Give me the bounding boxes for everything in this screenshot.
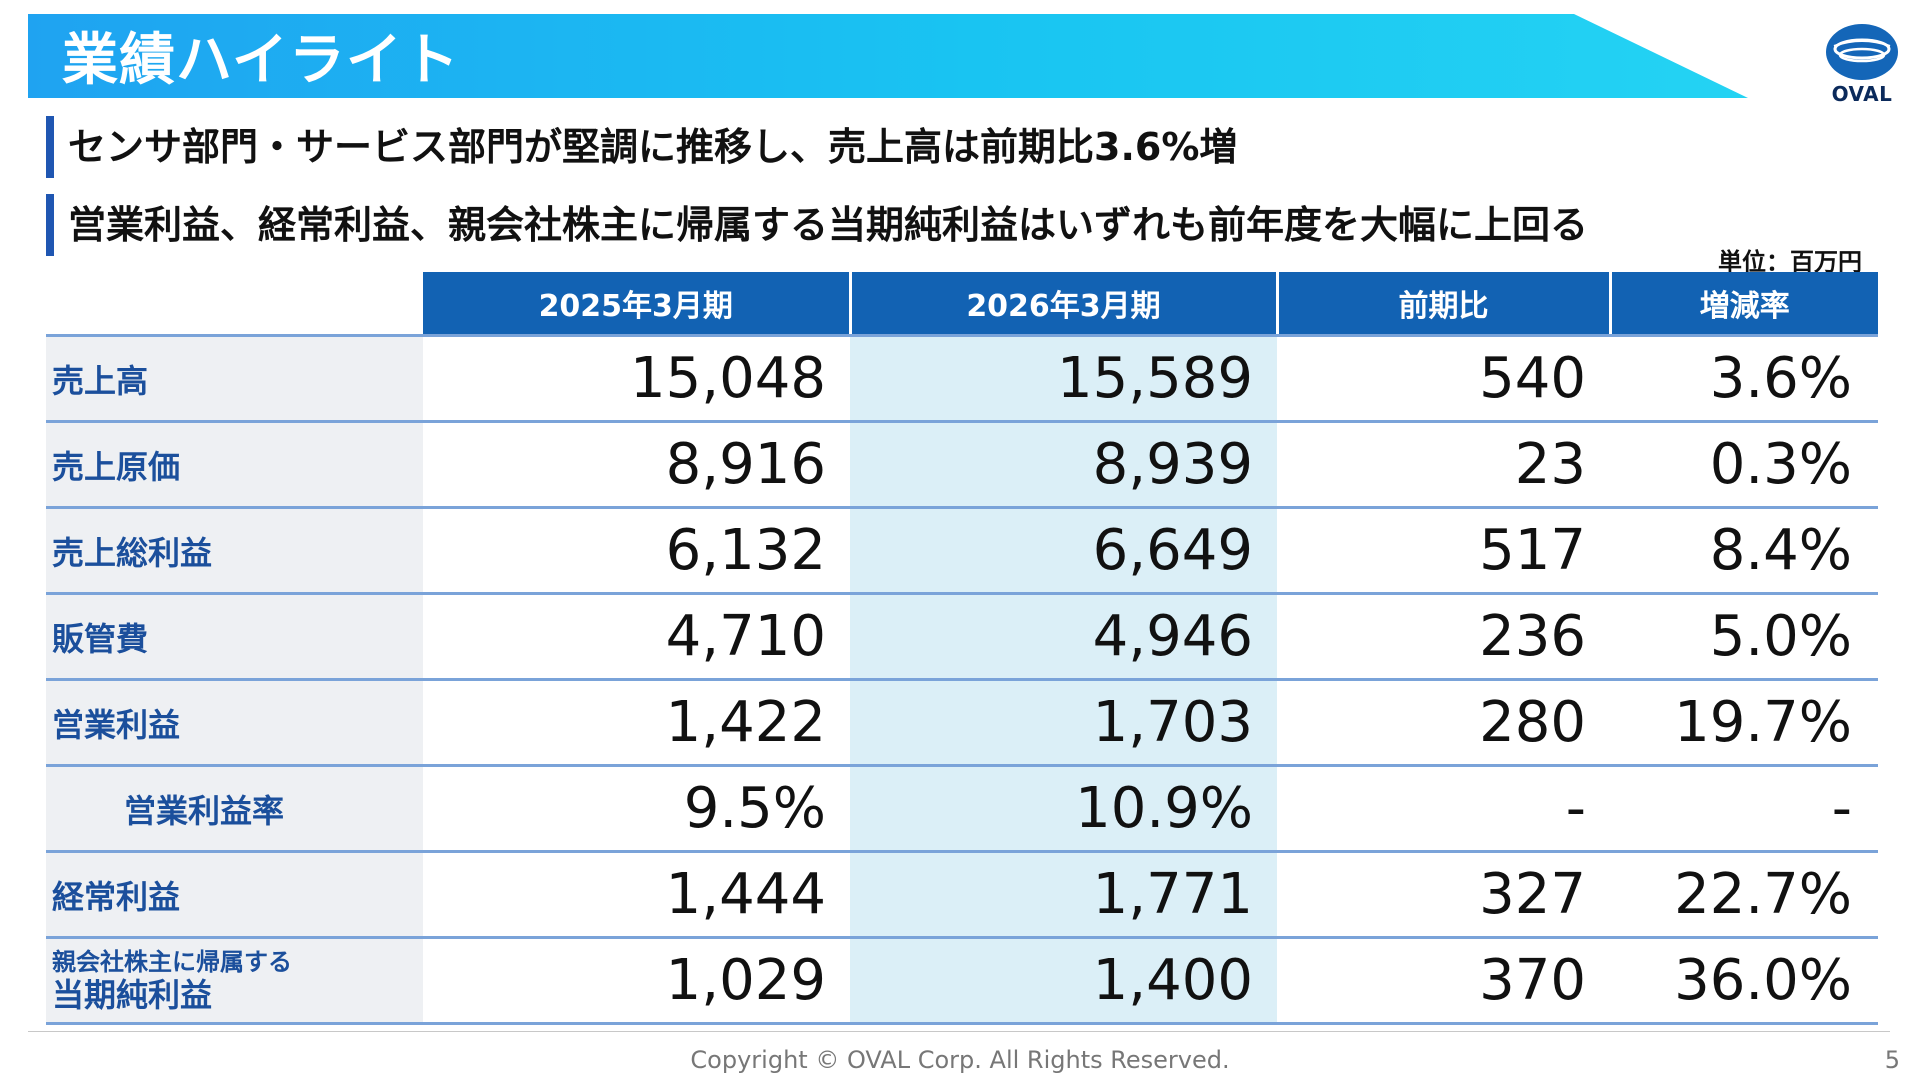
title-bar bbox=[28, 14, 1748, 98]
value-yoy-change: 327 bbox=[1277, 851, 1610, 939]
oval-logo-icon bbox=[1826, 24, 1898, 80]
value-fy2026: 1,400 bbox=[850, 937, 1277, 1025]
oval-logo: OVAL bbox=[1822, 22, 1902, 108]
bullet-sales: センサ部門・サービス部門が堅調に推移し、売上高は前期比3.6%増 bbox=[46, 116, 1237, 178]
value-fy2026: 10.9% bbox=[850, 765, 1277, 853]
row-label-prefix: 親会社株主に帰属する bbox=[52, 947, 292, 976]
table-row: 売上高 15,048 15,589 540 3.6% bbox=[46, 335, 1878, 423]
value-yoy-change: 23 bbox=[1277, 421, 1610, 509]
value-fy2025: 8,916 bbox=[423, 421, 850, 509]
value-change-rate: 5.0% bbox=[1610, 593, 1878, 681]
value-yoy-change: 517 bbox=[1277, 507, 1610, 595]
value-change-rate: 22.7% bbox=[1610, 851, 1878, 939]
value-fy2026: 6,649 bbox=[850, 507, 1277, 595]
table-row: 親会社株主に帰属する 当期純利益 1,029 1,400 370 36.0% bbox=[46, 937, 1878, 1025]
value-change-rate: 36.0% bbox=[1610, 937, 1878, 1025]
value-fy2026: 1,771 bbox=[850, 851, 1277, 939]
table-row: 売上原価 8,916 8,939 23 0.3% bbox=[46, 421, 1878, 509]
value-change-rate: 8.4% bbox=[1610, 507, 1878, 595]
row-label: 親会社株主に帰属する 当期純利益 bbox=[46, 937, 423, 1025]
header-fy2025: 2025年3月期 bbox=[423, 272, 852, 337]
row-label: 売上原価 bbox=[46, 421, 423, 509]
row-label: 売上高 bbox=[46, 335, 423, 423]
unit-label: 単位：百万円 bbox=[1718, 248, 1862, 276]
row-label: 売上総利益 bbox=[46, 507, 423, 595]
value-fy2026: 15,589 bbox=[850, 335, 1277, 423]
table-row: 営業利益率 9.5% 10.9% - - bbox=[46, 765, 1878, 853]
value-change-rate: 3.6% bbox=[1610, 335, 1878, 423]
value-fy2025: 1,422 bbox=[423, 679, 850, 767]
page-number: 5 bbox=[1884, 1046, 1900, 1074]
value-change-rate: - bbox=[1610, 765, 1878, 853]
header-fy2026: 2026年3月期 bbox=[850, 272, 1279, 337]
value-change-rate: 0.3% bbox=[1610, 421, 1878, 509]
page-title: 業績ハイライト bbox=[62, 28, 460, 93]
copyright-text: Copyright © OVAL Corp. All Rights Reserv… bbox=[690, 1046, 1230, 1074]
table-row: 経常利益 1,444 1,771 327 22.7% bbox=[46, 851, 1878, 939]
value-yoy-change: - bbox=[1277, 765, 1610, 853]
table-row: 売上総利益 6,132 6,649 517 8.4% bbox=[46, 507, 1878, 595]
header-yoy-change: 前期比 bbox=[1277, 272, 1612, 337]
footer-divider bbox=[28, 1031, 1890, 1032]
value-fy2025: 4,710 bbox=[423, 593, 850, 681]
value-fy2026: 8,939 bbox=[850, 421, 1277, 509]
value-yoy-change: 236 bbox=[1277, 593, 1610, 681]
row-label: 販管費 bbox=[46, 593, 423, 681]
row-label: 経常利益 bbox=[46, 851, 423, 939]
table-row: 販管費 4,710 4,946 236 5.0% bbox=[46, 593, 1878, 681]
row-label: 営業利益率 bbox=[46, 765, 423, 853]
value-yoy-change: 370 bbox=[1277, 937, 1610, 1025]
performance-table: 2025年3月期 2026年3月期 前期比 増減率 売上高 15,048 15,… bbox=[46, 272, 1878, 1025]
value-fy2026: 4,946 bbox=[850, 593, 1277, 681]
value-fy2026: 1,703 bbox=[850, 679, 1277, 767]
value-yoy-change: 540 bbox=[1277, 335, 1610, 423]
value-fy2025: 9.5% bbox=[423, 765, 850, 853]
table-header-row: 2025年3月期 2026年3月期 前期比 増減率 bbox=[46, 272, 1878, 337]
row-label-main: 当期純利益 bbox=[52, 975, 213, 1014]
value-fy2025: 1,029 bbox=[423, 937, 850, 1025]
header-change-rate: 増減率 bbox=[1610, 272, 1878, 337]
bullet-profit: 営業利益、経常利益、親会社株主に帰属する当期純利益はいずれも前年度を大幅に上回る bbox=[46, 194, 1588, 256]
row-label: 営業利益 bbox=[46, 679, 423, 767]
value-fy2025: 15,048 bbox=[423, 335, 850, 423]
table-row: 営業利益 1,422 1,703 280 19.7% bbox=[46, 679, 1878, 767]
value-yoy-change: 280 bbox=[1277, 679, 1610, 767]
value-fy2025: 6,132 bbox=[423, 507, 850, 595]
value-fy2025: 1,444 bbox=[423, 851, 850, 939]
header-blank bbox=[46, 272, 423, 337]
value-change-rate: 19.7% bbox=[1610, 679, 1878, 767]
logo-text: OVAL bbox=[1831, 82, 1893, 106]
